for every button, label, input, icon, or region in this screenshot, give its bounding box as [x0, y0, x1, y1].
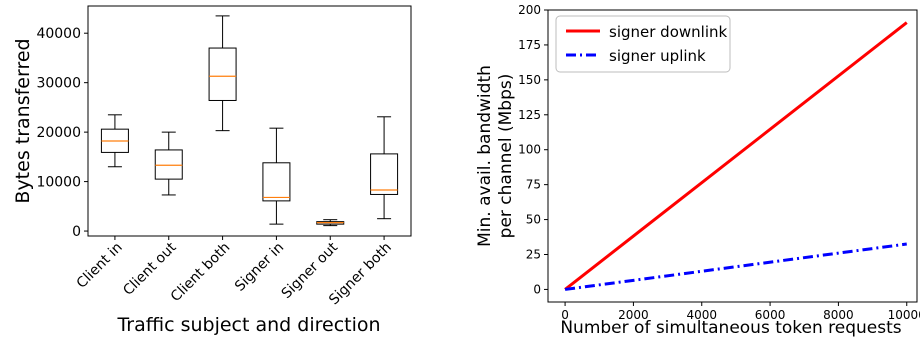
- box-client-out: [154, 149, 183, 180]
- box-signer-both: [370, 153, 399, 195]
- y-tick-label-175: 175: [518, 38, 541, 52]
- y-tick-label-125: 125: [518, 108, 541, 122]
- box-plot-boxes: [100, 15, 399, 227]
- x-tick-label-signer-in: Signer in: [232, 240, 287, 295]
- y-tick-label-20000: 20000: [36, 125, 81, 141]
- box-plot-y-axis-label: Bytes transferred: [12, 38, 34, 203]
- y-tick-label-25: 25: [526, 247, 541, 261]
- y-tick-label-40000: 40000: [36, 26, 81, 42]
- box-plot-y-ticks: 0 10000 20000 30000 40000: [36, 26, 88, 240]
- x-tick-label-client-in: Client in: [74, 240, 126, 292]
- box-plot-frame: [87, 5, 412, 237]
- box-client-both: [208, 47, 237, 101]
- y-tick-label-10000: 10000: [36, 175, 81, 191]
- y-tick-label-150: 150: [518, 73, 541, 87]
- line-chart: 0 25 50 75 100 125 150 175 200 0 2000 4000 6000 8000…: [475, 3, 920, 338]
- line-chart-y-axis-label-line-1: Min. avail. bandwidth: [475, 65, 495, 247]
- x-tick-label-8000: 8000: [823, 308, 854, 322]
- line-chart-frame: [547, 9, 918, 303]
- line-chart-x-ticks: 0 2000 4000 6000 8000 10000: [561, 302, 920, 322]
- line-chart-x-axis-label: Number of simultaneous token requests: [560, 318, 901, 338]
- line-chart-y-ticks: 0 25 50 75 100 125 150 175 200: [518, 3, 548, 296]
- series-line-signer-uplink: [564, 242, 907, 291]
- y-tick-label-0: 0: [533, 282, 541, 296]
- x-tick-label-2000: 2000: [618, 308, 649, 322]
- legend-label-signer-uplink: signer uplink: [609, 47, 706, 65]
- y-tick-label-50: 50: [526, 213, 541, 227]
- x-tick-label-0: 0: [561, 308, 569, 322]
- series-line-signer-downlink: [564, 21, 908, 291]
- y-tick-label-30000: 30000: [36, 76, 81, 92]
- box-signer-in: [262, 162, 291, 202]
- y-tick-label-100: 100: [518, 143, 541, 157]
- line-chart-series: [564, 21, 908, 291]
- legend-label-signer-downlink: signer downlink: [609, 23, 727, 41]
- box-plot-x-axis-label: Traffic subject and direction: [116, 314, 380, 336]
- y-tick-label-200: 200: [518, 3, 541, 17]
- legend: signer downlink signer uplink: [555, 15, 731, 73]
- x-tick-label-10000: 10000: [888, 308, 920, 322]
- y-tick-label-75: 75: [526, 178, 541, 192]
- y-tick-label-0: 0: [72, 224, 81, 240]
- x-tick-label-6000: 6000: [755, 308, 786, 322]
- line-chart-y-axis-label-line-2: per channel (Mbps): [496, 74, 516, 239]
- x-tick-label-4000: 4000: [686, 308, 717, 322]
